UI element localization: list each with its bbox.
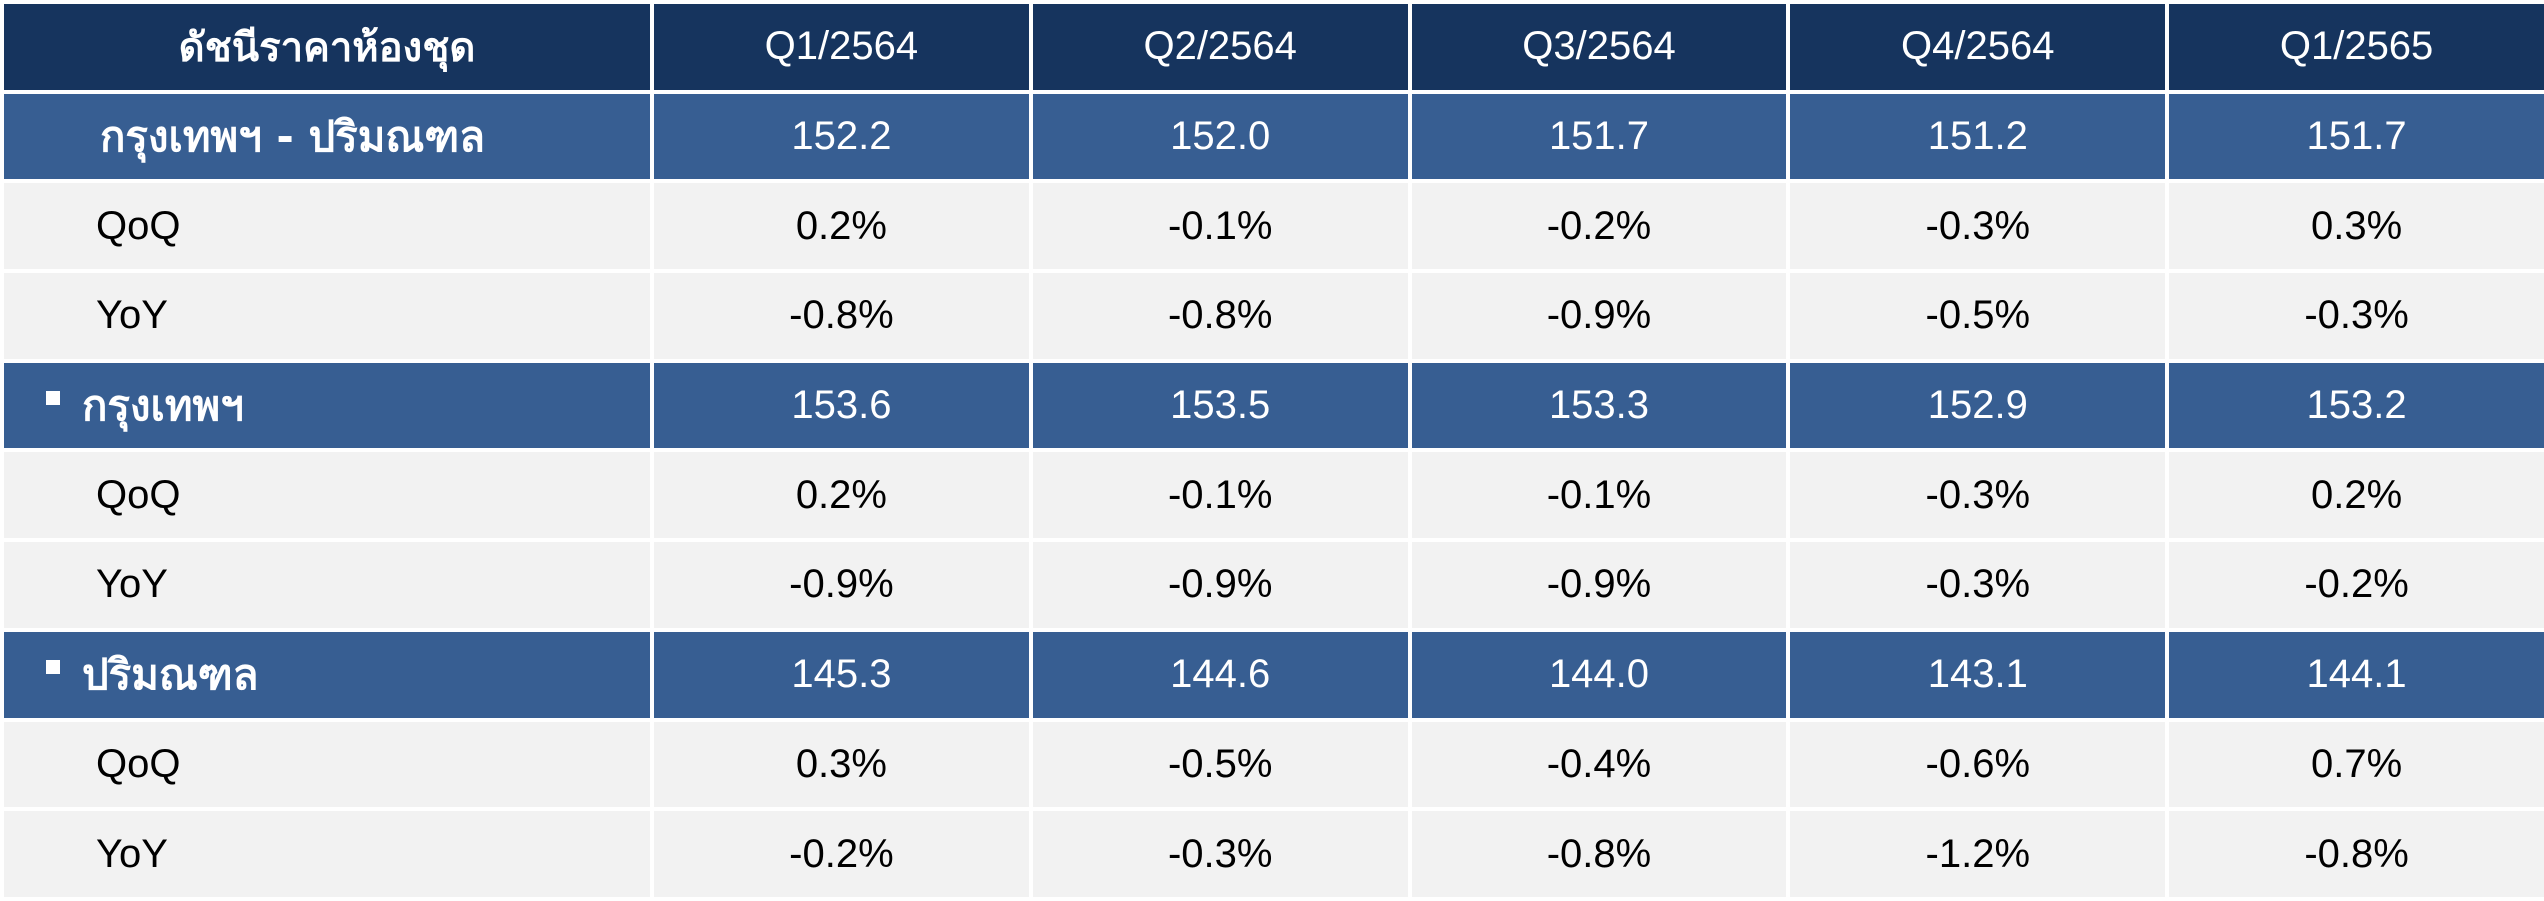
metric-value: -0.4%	[1407, 717, 1791, 812]
metric-value: -0.1%	[1407, 448, 1791, 543]
bullet-icon	[46, 391, 60, 406]
metric-label: QoQ	[0, 717, 654, 812]
metric-value: 0.2%	[650, 179, 1033, 274]
index-value: 153.2	[2165, 358, 2544, 453]
index-value: 151.2	[1786, 89, 2170, 184]
metric-row-yoy: YoY -0.2% -0.3% -0.8% -1.2% -0.8%	[0, 807, 2544, 901]
group-row-bangkok-vicinity: กรุงเทพฯ - ปริมณฑล 152.2 152.0 151.7 151…	[0, 89, 2544, 184]
metric-value: -0.2%	[650, 807, 1033, 901]
index-value: 144.1	[2165, 627, 2544, 722]
metric-row-qoq: QoQ 0.3% -0.5% -0.4% -0.6% 0.7%	[0, 717, 2544, 812]
index-value: 151.7	[1407, 89, 1791, 184]
index-value: 145.3	[650, 627, 1033, 722]
metric-row-yoy: YoY -0.8% -0.8% -0.9% -0.5% -0.3%	[0, 269, 2544, 363]
metric-label: YoY	[0, 538, 654, 632]
metric-value: -0.5%	[1786, 269, 2170, 363]
metric-value: -0.8%	[2165, 807, 2544, 901]
index-value: 143.1	[1786, 627, 2170, 722]
group-label-cell: กรุงเทพฯ	[0, 358, 654, 453]
metric-row-qoq: QoQ 0.2% -0.1% -0.2% -0.3% 0.3%	[0, 179, 2544, 274]
index-value: 151.7	[2165, 89, 2544, 184]
metric-value: -0.9%	[1407, 538, 1791, 632]
metric-value: -0.2%	[2165, 538, 2544, 632]
index-value: 152.9	[1786, 358, 2170, 453]
index-value: 144.6	[1028, 627, 1412, 722]
metric-value: -1.2%	[1786, 807, 2170, 901]
group-label: ปริมณฑล	[82, 649, 259, 699]
metric-value: 0.3%	[2165, 179, 2544, 274]
metric-value: -0.3%	[1786, 179, 2170, 274]
header-row: ดัชนีราคาห้องชุด Q1/2564 Q2/2564 Q3/2564…	[0, 0, 2544, 94]
metric-value: -0.8%	[1407, 807, 1791, 901]
metric-value: 0.7%	[2165, 717, 2544, 812]
group-label: กรุงเทพฯ	[82, 380, 244, 430]
metric-value: -0.1%	[1028, 179, 1412, 274]
metric-value: -0.3%	[2165, 269, 2544, 363]
header-col-3: Q3/2564	[1407, 0, 1791, 94]
header-col-5: Q1/2565	[2165, 0, 2544, 94]
metric-value: -0.1%	[1028, 448, 1412, 543]
metric-label: YoY	[0, 269, 654, 363]
group-row-vicinity: ปริมณฑล 145.3 144.6 144.0 143.1 144.1	[0, 627, 2544, 722]
bullet-icon	[46, 660, 60, 675]
metric-label: YoY	[0, 807, 654, 901]
metric-value: -0.8%	[1028, 269, 1412, 363]
metric-row-qoq: QoQ 0.2% -0.1% -0.1% -0.3% 0.2%	[0, 448, 2544, 543]
index-value: 153.3	[1407, 358, 1791, 453]
metric-label: QoQ	[0, 448, 654, 543]
index-value: 153.6	[650, 358, 1033, 453]
metric-label: QoQ	[0, 179, 654, 274]
group-label-cell: ปริมณฑล	[0, 627, 654, 722]
header-col-1: Q1/2564	[650, 0, 1033, 94]
metric-value: -0.3%	[1786, 448, 2170, 543]
metric-value: 0.2%	[2165, 448, 2544, 543]
metric-row-yoy: YoY -0.9% -0.9% -0.9% -0.3% -0.2%	[0, 538, 2544, 632]
header-corner-label: ดัชนีราคาห้องชุด	[0, 0, 654, 94]
metric-value: -0.3%	[1028, 807, 1412, 901]
metric-value: -0.9%	[1028, 538, 1412, 632]
group-row-bangkok: กรุงเทพฯ 153.6 153.5 153.3 152.9 153.2	[0, 358, 2544, 453]
index-value: 144.0	[1407, 627, 1791, 722]
header-col-4: Q4/2564	[1786, 0, 2170, 94]
metric-value: 0.2%	[650, 448, 1033, 543]
metric-value: 0.3%	[650, 717, 1033, 812]
metric-value: -0.9%	[650, 538, 1033, 632]
metric-value: -0.8%	[650, 269, 1033, 363]
header-col-2: Q2/2564	[1028, 0, 1412, 94]
index-value: 152.2	[650, 89, 1033, 184]
metric-value: -0.3%	[1786, 538, 2170, 632]
metric-value: -0.5%	[1028, 717, 1412, 812]
metric-value: -0.9%	[1407, 269, 1791, 363]
metric-value: -0.6%	[1786, 717, 2170, 812]
index-value: 152.0	[1028, 89, 1412, 184]
group-label: กรุงเทพฯ - ปริมณฑล	[0, 89, 654, 184]
index-value: 153.5	[1028, 358, 1412, 453]
metric-value: -0.2%	[1407, 179, 1791, 274]
